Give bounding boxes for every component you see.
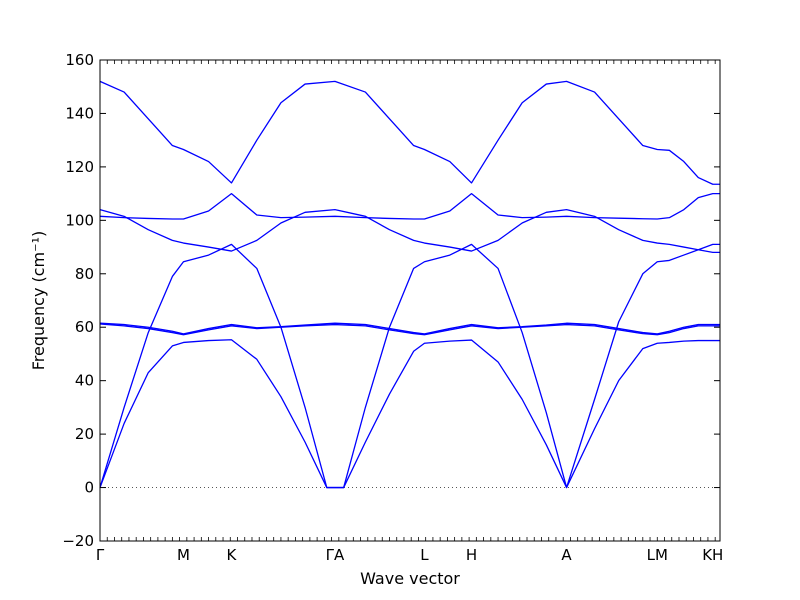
x-axis-label: Wave vector [360, 569, 460, 588]
x-tick-label: A [561, 546, 572, 564]
y-ticks: −20 0 20 40 60 80 100 120 140 160 [62, 51, 720, 550]
plot-frame [99, 59, 721, 542]
x-tick-label: K [227, 546, 238, 564]
band-line-7 [99, 80, 720, 185]
x-tick-label: KH [702, 546, 723, 564]
x-tick-label: L [420, 546, 429, 564]
y-tick-label: 160 [65, 51, 94, 69]
x-tick-label: ΓA [326, 546, 345, 564]
band-line-6 [99, 192, 720, 220]
band-line-2 [99, 243, 720, 489]
y-tick-label: 100 [65, 211, 94, 229]
series-layer [99, 80, 720, 489]
y-tick-label: 120 [65, 158, 94, 176]
y-tick-label: 60 [75, 318, 94, 336]
band-line-5 [99, 208, 720, 254]
y-tick-label: 0 [84, 479, 94, 497]
y-axis-label: Frequency (cm⁻¹) [29, 231, 48, 370]
band-line-3 [99, 322, 720, 335]
x-tick-label: H [466, 546, 477, 564]
y-tick-label: 140 [65, 104, 94, 122]
band-line-1 [99, 339, 720, 489]
x-tick-label: Γ [96, 546, 105, 564]
y-tick-label: −20 [62, 532, 94, 550]
x-tick-label: LM [647, 546, 668, 564]
y-tick-label: 80 [75, 265, 94, 283]
y-tick-label: 20 [75, 425, 94, 443]
y-tick-label: 40 [75, 372, 94, 390]
x-ticks: Γ M K ΓA L H A LM KH [96, 60, 723, 564]
band-line-4 [99, 323, 720, 336]
x-tick-label: M [177, 546, 190, 564]
